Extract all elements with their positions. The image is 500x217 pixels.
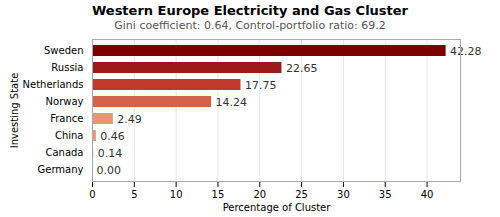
svg-text:25: 25	[295, 189, 308, 200]
svg-text:0.00: 0.00	[97, 164, 122, 177]
svg-text:15: 15	[212, 189, 225, 200]
svg-text:Norway: Norway	[46, 96, 84, 107]
svg-text:35: 35	[379, 189, 392, 200]
svg-text:0: 0	[89, 189, 95, 200]
svg-text:Canada: Canada	[45, 147, 83, 158]
svg-text:30: 30	[337, 189, 350, 200]
svg-text:20: 20	[253, 189, 266, 200]
svg-text:Germany: Germany	[38, 164, 84, 175]
svg-text:Russia: Russia	[51, 62, 83, 73]
svg-text:42.28: 42.28	[450, 45, 482, 58]
svg-text:10: 10	[170, 189, 183, 200]
svg-text:France: France	[50, 113, 83, 124]
svg-text:Percentage of Cluster: Percentage of Cluster	[223, 202, 332, 213]
svg-text:Sweden: Sweden	[44, 45, 84, 56]
html-text:Gini coefficient: 0.64, Contro: Gini coefficient: 0.64, Control-portfoli…	[114, 19, 386, 32]
html-text:Western Europe Electricity and: Western Europe Electricity and Gas Clust…	[91, 3, 408, 18]
svg-text:2.49: 2.49	[117, 113, 142, 126]
svg-text:Netherlands: Netherlands	[23, 79, 84, 90]
svg-text:Investing State: Investing State	[9, 73, 20, 149]
svg-text:China: China	[55, 130, 84, 141]
svg-text:5: 5	[131, 189, 137, 200]
svg-text:22.65: 22.65	[286, 62, 318, 75]
svg-text:40: 40	[421, 189, 434, 200]
svg-text:0.14: 0.14	[98, 147, 123, 160]
svg-text:0.46: 0.46	[100, 130, 125, 143]
svg-text:14.24: 14.24	[216, 96, 248, 109]
svg-text:17.75: 17.75	[245, 79, 276, 92]
